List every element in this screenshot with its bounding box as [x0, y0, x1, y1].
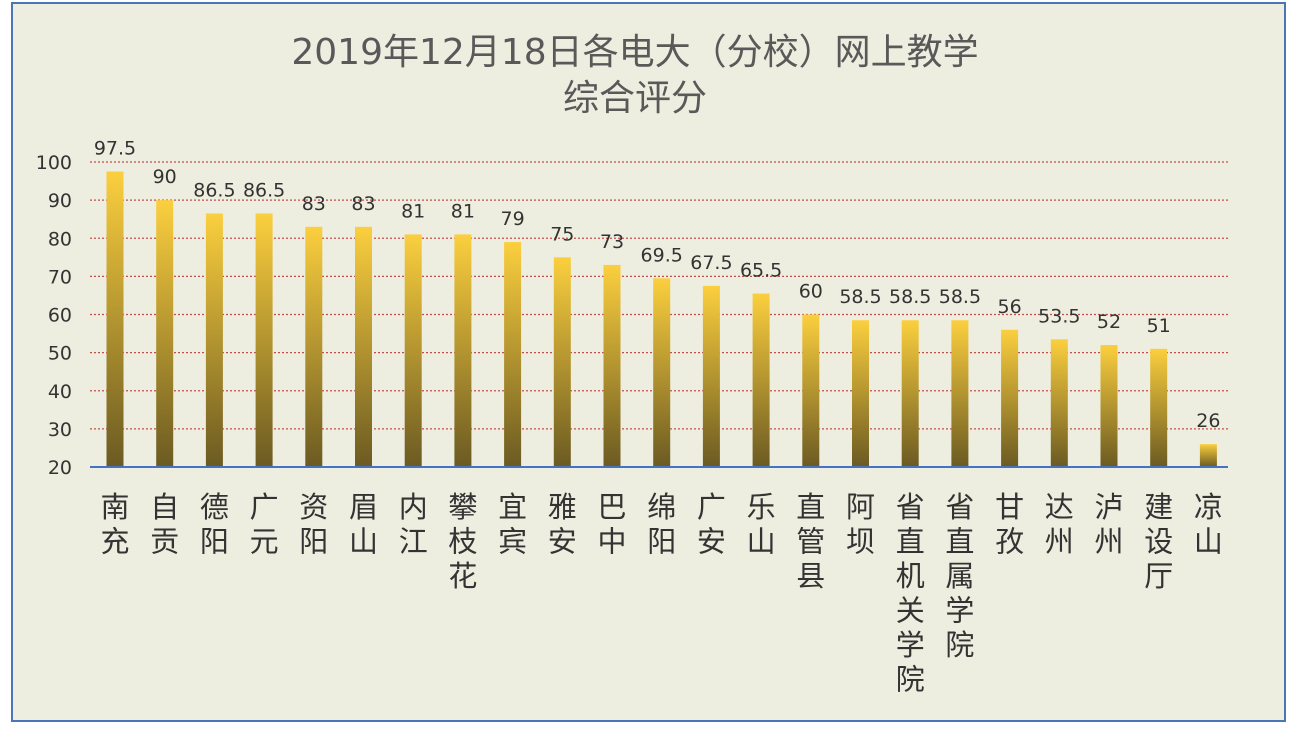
bar — [454, 234, 472, 467]
y-tick-label: 90 — [48, 190, 72, 212]
data-label: 90 — [153, 166, 177, 188]
category-label: 乐山 — [747, 490, 776, 559]
bar — [1050, 339, 1068, 467]
data-label: 75 — [550, 223, 574, 245]
bar — [305, 226, 323, 467]
data-label: 51 — [1147, 315, 1171, 337]
chart-frame: 2019年12月18日各电大（分校）网上教学 综合评分 — [11, 2, 1286, 722]
y-tick-label: 40 — [48, 381, 72, 403]
labels: 20 30 40 50 60 70 80 90 100 97.5 南充 90 自贡 86.5 德阳 86.5 广… — [36, 138, 1223, 697]
category-label: 泸州 — [1094, 490, 1123, 559]
y-tick-label: 70 — [48, 266, 72, 288]
bars — [106, 171, 1217, 467]
y-tick-label: 50 — [48, 343, 72, 365]
data-label: 81 — [451, 200, 475, 222]
category-label: 绵阳 — [647, 490, 676, 559]
data-label: 58.5 — [889, 286, 931, 308]
category-label: 达州 — [1045, 490, 1074, 559]
category-label: 直管县 — [796, 490, 825, 593]
bar — [951, 320, 969, 467]
data-label: 58.5 — [839, 286, 881, 308]
bar — [404, 234, 422, 467]
data-label: 83 — [351, 193, 375, 215]
y-tick-label: 20 — [48, 457, 72, 479]
data-label: 67.5 — [690, 252, 732, 274]
category-label: 广安 — [697, 490, 726, 559]
data-label: 86.5 — [243, 179, 285, 201]
bar — [802, 314, 820, 467]
data-label: 81 — [401, 200, 425, 222]
bar — [1001, 329, 1019, 467]
bar — [653, 278, 671, 467]
bar — [702, 285, 720, 467]
data-label: 97.5 — [94, 138, 136, 160]
data-label: 56 — [998, 296, 1022, 318]
bar — [355, 226, 372, 467]
data-label: 26 — [1196, 410, 1220, 432]
data-label: 65.5 — [740, 260, 782, 282]
data-label: 83 — [302, 193, 326, 215]
category-label: 南充 — [100, 490, 129, 559]
category-label: 省直机关学院 — [896, 490, 925, 697]
category-label: 攀枝花 — [448, 490, 477, 593]
bar — [156, 200, 174, 467]
data-label: 86.5 — [193, 179, 235, 201]
bar — [205, 213, 223, 467]
category-label: 德阳 — [200, 490, 229, 559]
bar — [504, 242, 522, 467]
bar — [1199, 444, 1217, 467]
category-label: 省直属学院 — [945, 490, 974, 662]
bar — [603, 264, 621, 467]
category-label: 建设厅 — [1144, 490, 1173, 593]
data-label: 58.5 — [939, 286, 981, 308]
y-tick-label: 80 — [48, 228, 72, 250]
category-label: 甘孜 — [995, 490, 1024, 559]
bar — [106, 171, 124, 467]
category-label: 广元 — [250, 490, 279, 559]
bar — [1100, 345, 1118, 467]
y-tick-label: 30 — [48, 419, 72, 441]
category-label: 资阳 — [299, 490, 328, 559]
bar — [752, 293, 770, 467]
y-tick-label: 60 — [48, 305, 72, 327]
data-label: 73 — [600, 231, 624, 253]
category-label: 巴中 — [597, 490, 626, 559]
data-label: 60 — [799, 281, 823, 303]
data-label: 52 — [1097, 311, 1121, 333]
category-label: 宜宾 — [498, 490, 527, 559]
category-label: 凉山 — [1194, 490, 1223, 559]
bar — [553, 257, 571, 467]
bar — [852, 320, 869, 467]
category-label: 阿坝 — [846, 490, 875, 559]
category-label: 内江 — [399, 490, 428, 559]
data-label: 79 — [501, 208, 525, 230]
chart-subtitle: 综合评分 — [562, 78, 707, 119]
bar — [1150, 348, 1168, 467]
category-label: 雅安 — [548, 490, 577, 559]
y-tick-label: 100 — [36, 152, 72, 174]
chart-title: 2019年12月18日各电大（分校）网上教学 综合评分 — [13, 30, 1257, 122]
data-label: 69.5 — [641, 244, 683, 266]
data-label: 53.5 — [1038, 305, 1080, 327]
chart-title-line1: 2019年12月18日各电大（分校）网上教学 — [291, 32, 979, 73]
bar — [901, 320, 919, 467]
bar — [255, 213, 273, 467]
category-label: 自贡 — [150, 490, 179, 559]
category-label: 眉山 — [349, 490, 378, 559]
